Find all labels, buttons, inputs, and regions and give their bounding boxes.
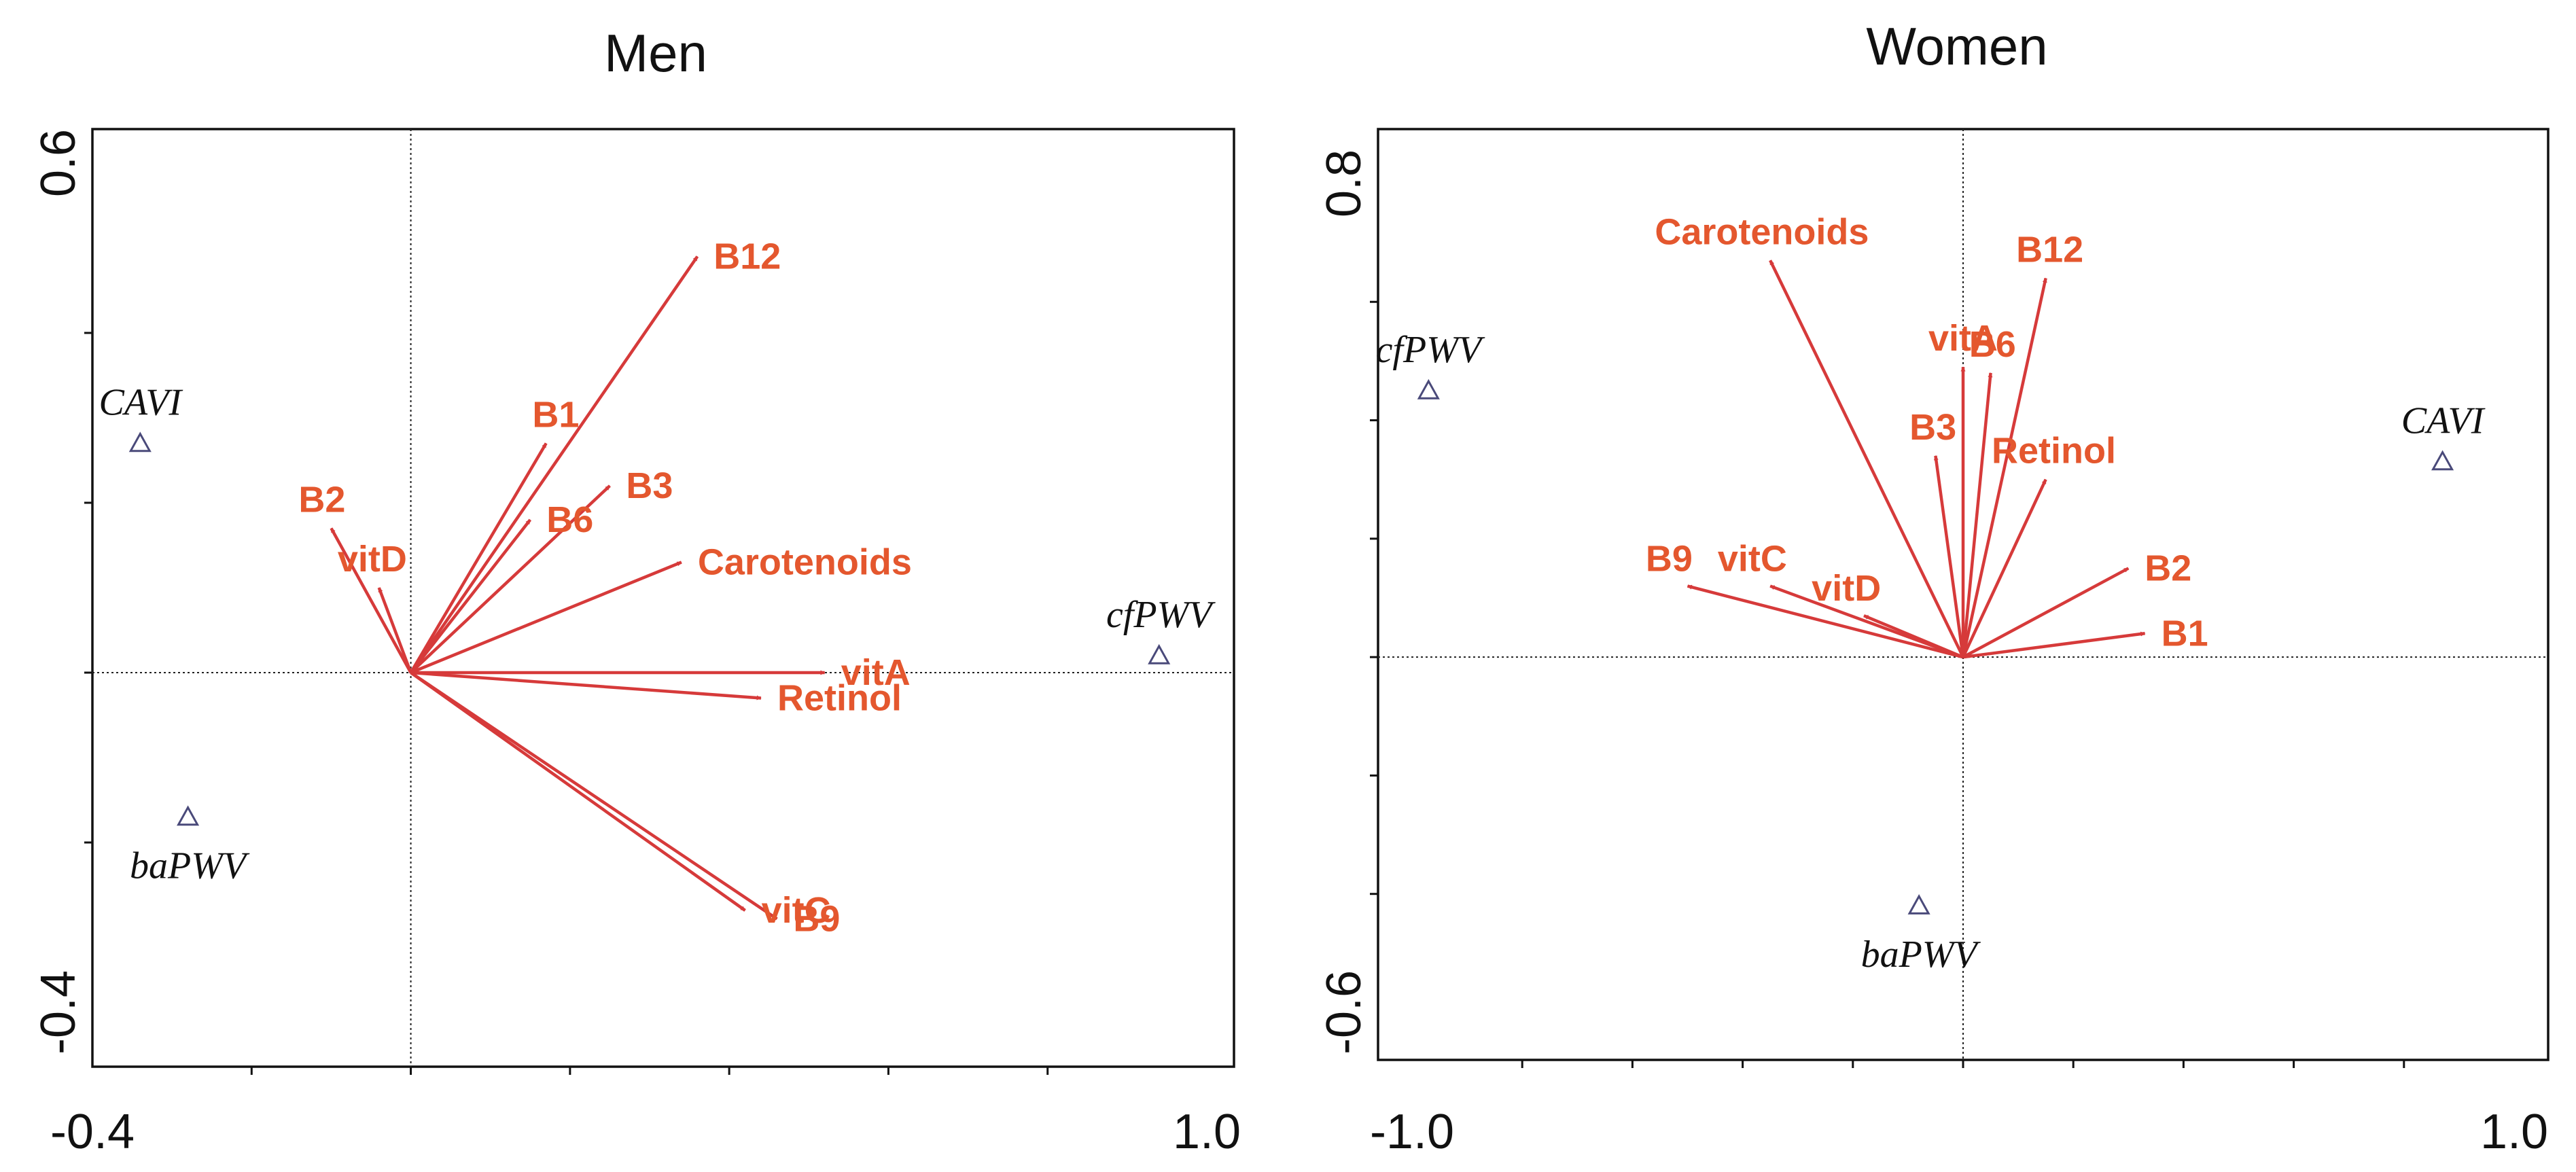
vector-label-vita-women: vitA: [1928, 318, 1998, 359]
vector-label-carotenoids-women: Carotenoids: [1655, 211, 1869, 252]
vector-arrow-carotenoids-men: [410, 561, 682, 675]
vector-arrow-b12-women: [1961, 277, 2047, 658]
chart-title-women: Women: [1866, 16, 2047, 76]
vector-arrow-carotenoids-women: [1769, 260, 1965, 658]
x-tick-label-men-max: 1.0: [1173, 1105, 1241, 1159]
vector-label-b9-women: B9: [1646, 539, 1693, 580]
vector-arrow-b1-men: [409, 442, 548, 674]
supplementary-point-cavi-women: [2431, 450, 2454, 471]
vector-label-b3-women: B3: [1909, 407, 1956, 448]
supplementary-point-bapwv-men: [177, 805, 200, 826]
supplementary-point-cfpwv-men: [1148, 643, 1171, 664]
vector-arrow-b9-men: [410, 671, 778, 921]
panel-men: Men -0.4 1.0 0.6 -0.4 B12 B1 B3 B6 B2 vitD Car…: [31, 23, 1241, 1159]
vector-arrow-b9-women: [1687, 584, 1964, 659]
vector-arrow-vitd-women: [1863, 614, 1964, 659]
y-tick-label-men-min: -0.4: [31, 970, 86, 1054]
y-tick-label-women-min: -0.6: [1317, 970, 1371, 1054]
vector-label-b1-men: B1: [532, 395, 579, 436]
x-tick-label-men-min: -0.4: [50, 1105, 135, 1159]
vector-label-vitd-men: vitD: [338, 539, 407, 580]
vector-label-vita-men: vitA: [841, 652, 911, 693]
y-tick-label-men-max: 0.6: [31, 129, 86, 197]
vector-label-vitc-women: vitC: [1718, 539, 1787, 580]
vector-label-b2-men: B2: [298, 480, 345, 520]
supplementary-label-cavi-women: CAVI: [2401, 400, 2486, 442]
vector-arrow-b3-women: [1933, 455, 1965, 658]
supplementary-label-cavi-men: CAVI: [99, 382, 183, 424]
supplementary-label-cfpwv-women: cfPWV: [1376, 329, 1485, 371]
vector-arrow-vitd-men: [377, 587, 412, 673]
vector-arrow-b1-women: [1962, 631, 2146, 659]
vector-label-b12-men: B12: [713, 236, 781, 277]
vector-label-b9-men: B9: [793, 899, 840, 940]
supplementary-label-cfpwv-men: cfPWV: [1106, 594, 1216, 636]
vector-arrow-vitc-men: [410, 671, 746, 912]
vector-arrow-retinol-women: [1961, 478, 2047, 658]
chart-title-men: Men: [604, 23, 707, 83]
vector-arrow-b6-men: [409, 518, 532, 674]
vector-label-vitc-men: vitC: [762, 890, 831, 931]
supplementary-point-bapwv-women: [1907, 894, 1930, 914]
supplementary-label-bapwv-men: baPWV: [130, 845, 250, 887]
x-tick-label-women-min: -1.0: [1370, 1105, 1454, 1159]
vector-arrow-b6-women: [1961, 372, 1993, 658]
plot-frame-men: [91, 128, 1235, 1068]
y-tick-label-women-max: 0.8: [1317, 149, 1371, 217]
vector-label-carotenoids-men: Carotenoids: [698, 542, 912, 583]
vector-label-b6-women: B6: [1969, 324, 2016, 365]
supplementary-point-cavi-men: [128, 431, 152, 452]
vector-label-vitd-women: vitD: [1812, 568, 1881, 609]
x-tick-label-women-max: 1.0: [2480, 1105, 2548, 1159]
panel-women: Women -1.0 1.0 0.8 -0.6 Carotenoids B12 vi…: [1317, 16, 2549, 1159]
supplementary-point-cfpwv-women: [1417, 378, 1440, 399]
vector-arrow-b12-men: [409, 255, 699, 674]
vector-arrow-b2-women: [1962, 567, 2130, 659]
vector-arrow-b2-men: [330, 527, 412, 674]
vector-label-b2-women: B2: [2145, 548, 2191, 588]
vector-arrow-b3-men: [410, 484, 611, 674]
vector-label-b6-men: B6: [546, 499, 593, 540]
vector-label-retinol-women: Retinol: [1992, 431, 2116, 472]
supplementary-label-bapwv-women: baPWV: [1861, 934, 1981, 976]
vector-arrow-retinol-men: [410, 671, 762, 700]
vector-label-b3-men: B3: [626, 465, 673, 506]
vector-label-retinol-men: Retinol: [777, 678, 902, 719]
vector-label-b1-women: B1: [2162, 613, 2208, 654]
vector-label-b12-women: B12: [2016, 229, 2083, 270]
